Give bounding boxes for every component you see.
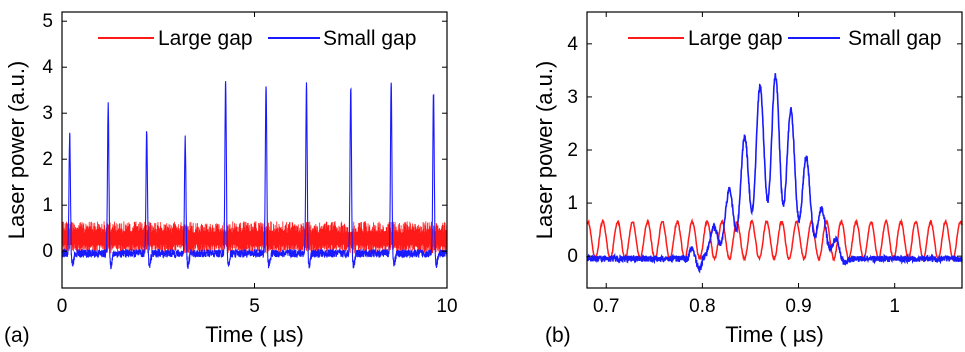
y-tick-label: 4 bbox=[42, 57, 53, 78]
panel-b-label: (b) bbox=[545, 324, 571, 347]
panel-b-plot-area bbox=[586, 73, 963, 274]
y-tick-label: 5 bbox=[42, 11, 53, 32]
panel-b-y-axis-label: Laser power (a.u.) bbox=[532, 61, 557, 240]
panel-b-legend-small-gap-label: Small gap bbox=[848, 27, 941, 50]
x-tick-label: 0.8 bbox=[689, 296, 715, 317]
x-tick-label: 1 bbox=[889, 296, 900, 317]
panel-a-legend: Large gap Small gap bbox=[98, 27, 416, 50]
y-tick-label: 3 bbox=[567, 87, 578, 108]
y-tick-label: 1 bbox=[42, 195, 53, 216]
y-tick-label: 4 bbox=[567, 34, 578, 55]
panel-b: 0.7 0.8 0.9 1 0 1 2 3 4 Time ( µs) Laser power (… bbox=[532, 11, 963, 347]
x-tick-label: 0.9 bbox=[785, 296, 811, 317]
y-tick-label: 3 bbox=[42, 103, 53, 124]
y-tick-label: 2 bbox=[42, 149, 53, 170]
panel-a: 0 5 10 0 1 2 3 4 5 Time ( µs) Laser power (a.u.)… bbox=[4, 11, 458, 347]
y-tick-label: 0 bbox=[42, 241, 53, 262]
panel-b-legend: Large gap Small gap bbox=[628, 27, 941, 50]
small-gap-series-line bbox=[586, 73, 963, 274]
x-tick-label: 0 bbox=[57, 296, 68, 317]
panel-a-ticks: 0 5 10 0 1 2 3 4 5 bbox=[42, 11, 457, 317]
x-tick-label: 0.7 bbox=[593, 296, 619, 317]
panel-b-x-axis-label: Time ( µs) bbox=[725, 322, 824, 347]
panel-a-legend-large-gap-label: Large gap bbox=[158, 27, 253, 50]
large-gap-series-line bbox=[61, 221, 448, 254]
panel-a-y-axis-label: Laser power (a.u.) bbox=[4, 61, 29, 240]
panel-a-plot-area bbox=[61, 81, 448, 270]
y-tick-label: 0 bbox=[567, 246, 578, 267]
small-gap-series-line bbox=[61, 81, 448, 270]
x-tick-label: 5 bbox=[249, 296, 260, 317]
panel-a-x-axis-label: Time ( µs) bbox=[205, 322, 304, 347]
panel-b-legend-large-gap-label: Large gap bbox=[688, 27, 783, 50]
panel-b-ticks: 0.7 0.8 0.9 1 0 1 2 3 4 bbox=[567, 12, 962, 317]
x-tick-label: 10 bbox=[436, 296, 457, 317]
panel-a-label: (a) bbox=[4, 324, 30, 347]
panel-a-legend-small-gap-label: Small gap bbox=[323, 27, 416, 50]
large-gap-series-line bbox=[586, 217, 963, 263]
y-tick-label: 2 bbox=[567, 140, 578, 161]
y-tick-label: 1 bbox=[567, 193, 578, 214]
